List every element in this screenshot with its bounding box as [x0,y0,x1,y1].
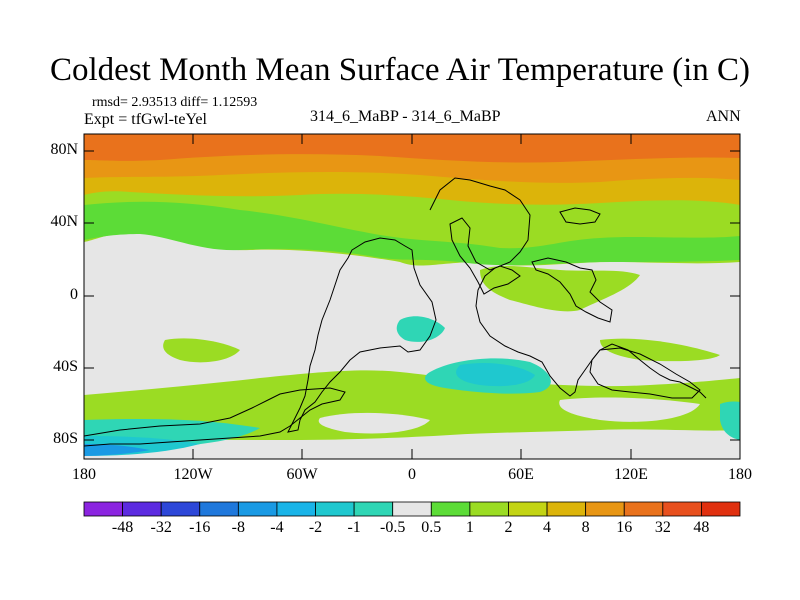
field-cyan-atlantic [396,316,445,342]
colorbar-label: 1 [465,519,474,536]
colorbar-box [430,501,471,517]
outline-mideast [449,217,521,295]
field-blue-antarctic [84,444,150,456]
colorbar-box [315,501,355,517]
colorbar-box [701,501,741,517]
outline-eurasia [531,207,613,323]
field-green-africa [480,265,640,312]
outline-africa [429,177,707,399]
season-label: ANN [706,108,741,125]
colorbar-label: -2 [308,519,323,536]
colorbar-box [585,501,625,517]
colorbar-label: 0.5 [421,519,442,536]
lat-label-0: 0 [70,286,78,303]
field-green-south-pac [600,338,720,362]
lon-label-120W: 120W [173,466,213,483]
colorbar [83,501,741,517]
continent-outlines [84,177,707,447]
colorbar-label: -8 [231,519,245,536]
experiment-label: Expt = tfGwl-teYel [84,111,207,128]
colorbar-box [122,501,162,517]
outline-antarctica [84,387,346,447]
colorbar-box [276,501,316,517]
lat-ticks [84,150,740,441]
lat-label-80N: 80N [50,141,78,158]
colorbar-box [662,501,702,517]
colorbar-label: 16 [616,519,633,536]
colorbar-box [237,501,278,517]
lat-label-40N: 40N [50,213,78,230]
outline-australia [589,347,701,399]
colorbar-box [353,501,394,517]
lat-label-80S: 80S [53,430,78,447]
lon-label-180e: 180 [728,466,752,483]
colorbar-box [469,501,509,517]
lat-label-40S: 40S [53,358,78,375]
colorbar-label: -32 [150,519,172,536]
field-dark-orange [84,134,740,163]
colorbar-box [392,501,432,517]
lon-label-120E: 120E [614,466,648,483]
subtitle: 314_6_MaBP - 314_6_MaBP [310,108,501,125]
field-neutral-south-1 [318,412,430,434]
colorbar-label: 8 [581,519,590,536]
colorbar-label: 4 [543,519,552,536]
colorbar-box [546,501,587,517]
colorbar-label: 2 [504,519,513,536]
field-teal-south [456,363,535,387]
colorbar-label: -4 [270,519,284,536]
colorbar-label: 32 [654,519,671,536]
colorbar-box [199,501,239,517]
lon-label-60E: 60E [508,466,534,483]
colorbar-label: -48 [111,519,134,536]
colorbar-label: -16 [189,519,211,536]
colorbar-label: -0.5 [380,519,406,536]
field-neutral-south-2 [559,397,700,422]
field-green-bright [84,201,740,266]
temperature-field [84,134,740,459]
colorbar-box [623,501,664,517]
field-cyan-east [720,401,740,440]
outline-south-america [287,237,437,433]
field-green-sw [163,338,240,363]
lon-label-180w: 180 [72,466,96,483]
colorbar-box [160,501,201,517]
plot-title: Coldest Month Mean Surface Air Temperatu… [50,52,750,88]
colorbar-box [83,501,123,517]
lon-ticks [192,134,632,459]
colorbar-label: 48 [693,519,710,536]
stats-text: rmsd= 2.93513 diff= 1.12593 [92,95,258,110]
colorbar-label: -1 [347,519,361,536]
colorbar-box [508,501,548,517]
lon-label-60W: 60W [286,466,318,483]
lon-label-0: 0 [408,466,416,483]
